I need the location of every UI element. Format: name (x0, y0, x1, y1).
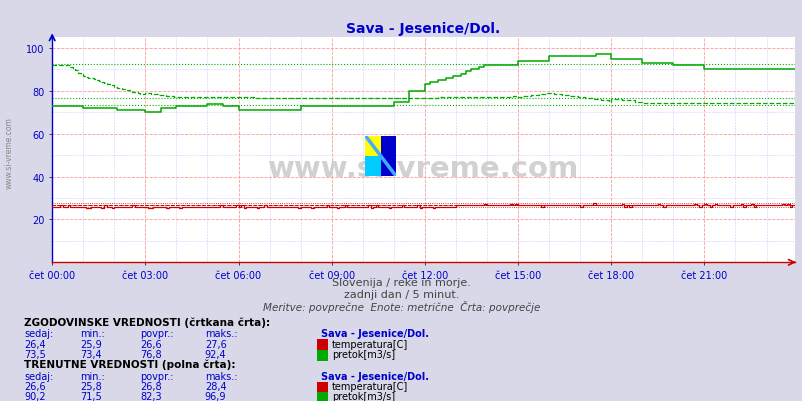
Text: povpr.:: povpr.: (140, 371, 174, 381)
Text: pretok[m3/s]: pretok[m3/s] (331, 391, 395, 401)
Text: www.si-vreme.com: www.si-vreme.com (5, 117, 14, 188)
Text: min.:: min.: (80, 329, 105, 338)
Text: 71,5: 71,5 (80, 391, 102, 401)
Text: povpr.:: povpr.: (140, 329, 174, 338)
Text: 25,9: 25,9 (80, 339, 102, 348)
Text: 76,8: 76,8 (140, 349, 162, 358)
Text: maks.:: maks.: (205, 371, 237, 381)
Text: 92,4: 92,4 (205, 349, 226, 358)
Text: 73,4: 73,4 (80, 349, 102, 358)
Text: temperatura[C]: temperatura[C] (331, 381, 407, 391)
Text: 90,2: 90,2 (24, 391, 46, 401)
Text: 96,9: 96,9 (205, 391, 226, 401)
Text: 26,8: 26,8 (140, 381, 162, 391)
Text: sedaj:: sedaj: (24, 329, 53, 338)
Bar (365, 136, 380, 156)
Text: Sava - Jesenice/Dol.: Sava - Jesenice/Dol. (321, 329, 428, 338)
Text: pretok[m3/s]: pretok[m3/s] (331, 349, 395, 358)
Text: Meritve: povprečne  Enote: metrične  Črta: povprečje: Meritve: povprečne Enote: metrične Črta:… (262, 300, 540, 312)
Text: www.si-vreme.com: www.si-vreme.com (268, 154, 578, 182)
Text: min.:: min.: (80, 371, 105, 381)
Title: Sava - Jesenice/Dol.: Sava - Jesenice/Dol. (346, 22, 500, 36)
Text: ZGODOVINSKE VREDNOSTI (črtkana črta):: ZGODOVINSKE VREDNOSTI (črtkana črta): (24, 316, 270, 327)
Text: Sava - Jesenice/Dol.: Sava - Jesenice/Dol. (321, 371, 428, 381)
Text: 27,6: 27,6 (205, 339, 226, 348)
Text: 28,4: 28,4 (205, 381, 226, 391)
Text: maks.:: maks.: (205, 329, 237, 338)
Text: 26,6: 26,6 (24, 381, 46, 391)
Bar (365, 156, 380, 176)
Text: zadnji dan / 5 minut.: zadnji dan / 5 minut. (343, 290, 459, 300)
Text: 73,5: 73,5 (24, 349, 46, 358)
Text: 26,4: 26,4 (24, 339, 46, 348)
Text: 82,3: 82,3 (140, 391, 162, 401)
Text: 25,8: 25,8 (80, 381, 102, 391)
Text: 26,6: 26,6 (140, 339, 162, 348)
Text: temperatura[C]: temperatura[C] (331, 339, 407, 348)
Text: Slovenija / reke in morje.: Slovenija / reke in morje. (332, 278, 470, 288)
Text: sedaj:: sedaj: (24, 371, 53, 381)
Text: TRENUTNE VREDNOSTI (polna črta):: TRENUTNE VREDNOSTI (polna črta): (24, 358, 235, 369)
Bar (380, 136, 395, 176)
